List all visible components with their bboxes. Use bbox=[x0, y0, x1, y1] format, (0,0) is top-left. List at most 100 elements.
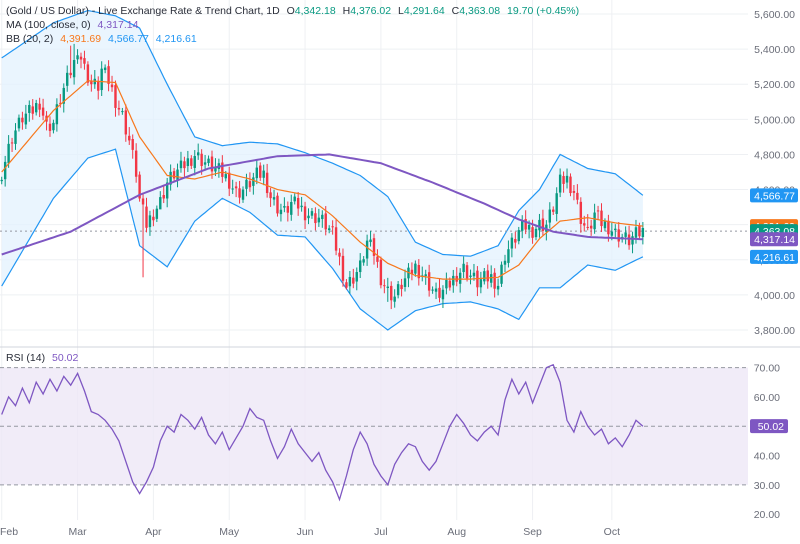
candle-body bbox=[300, 205, 303, 208]
candle-body bbox=[131, 139, 134, 150]
price-badge-label: 4,317.14 bbox=[754, 234, 795, 246]
price-tick-label: 5,400.00 bbox=[754, 44, 795, 56]
candle-body bbox=[203, 162, 207, 165]
rsi-tick-label: 20.00 bbox=[754, 509, 780, 521]
candle-body bbox=[359, 260, 362, 273]
candle-body bbox=[489, 274, 493, 283]
candle-body bbox=[486, 270, 489, 282]
main-legend: (Gold / US Dollar) - Live Exchange Rate … bbox=[6, 5, 583, 17]
price-badge-label: 4,216.61 bbox=[754, 252, 795, 264]
candle-body bbox=[276, 195, 279, 214]
candle-body bbox=[310, 211, 314, 216]
candle-body bbox=[503, 260, 507, 265]
candle-body bbox=[48, 123, 52, 131]
price-tick-label: 4,000.00 bbox=[754, 290, 795, 302]
candle-body bbox=[214, 166, 217, 172]
candle-body bbox=[179, 160, 183, 169]
candle-body bbox=[593, 212, 596, 230]
bb-upper-value: 4,566.77 bbox=[108, 33, 149, 45]
candle-body bbox=[52, 122, 55, 131]
candle-body bbox=[414, 263, 417, 274]
time-tick-label: Feb bbox=[0, 526, 18, 538]
candle-body bbox=[452, 275, 455, 286]
candle-body bbox=[586, 226, 589, 228]
candle-body bbox=[117, 107, 121, 110]
candle-body bbox=[365, 240, 369, 259]
candle-body bbox=[558, 174, 562, 193]
candle-body bbox=[307, 215, 310, 219]
candle-body bbox=[24, 113, 28, 125]
candle-body bbox=[631, 236, 634, 245]
candle-body bbox=[155, 208, 159, 219]
candle-body bbox=[176, 169, 179, 180]
candle-body bbox=[317, 217, 321, 223]
candle-body bbox=[86, 64, 90, 83]
time-tick-label: Apr bbox=[145, 526, 162, 538]
symbol-title[interactable]: (Gold / US Dollar) - Live Exchange Rate … bbox=[6, 5, 280, 17]
candle-body bbox=[196, 152, 200, 156]
candle-body bbox=[565, 175, 569, 183]
candle-body bbox=[596, 210, 600, 212]
candle-body bbox=[517, 230, 520, 242]
candle-body bbox=[362, 259, 365, 263]
candle-body bbox=[417, 265, 421, 279]
candle-body bbox=[641, 227, 645, 238]
price-tick-label: 3,800.00 bbox=[754, 325, 795, 337]
candle-body bbox=[290, 202, 293, 215]
candle-body bbox=[469, 275, 472, 277]
candle-body bbox=[527, 225, 531, 230]
rsi-tick-label: 40.00 bbox=[754, 451, 780, 463]
candle-body bbox=[472, 272, 476, 277]
candle-body bbox=[224, 174, 227, 179]
candle-body bbox=[66, 72, 69, 86]
candle-body bbox=[531, 227, 534, 238]
candle-body bbox=[228, 172, 231, 189]
bb-legend[interactable]: BB (20, 2) 4,391.69 4,566.77 4,216.61 bbox=[6, 33, 201, 45]
rsi-label: RSI (14) bbox=[6, 352, 46, 364]
candle-body bbox=[100, 68, 103, 91]
candle-body bbox=[152, 216, 155, 221]
candle-body bbox=[627, 234, 631, 246]
candle-body bbox=[424, 274, 427, 277]
candle-body bbox=[279, 209, 283, 215]
ma100-line bbox=[1, 153, 643, 256]
change-value: 19.70 (+0.45%) bbox=[507, 5, 580, 17]
candle-body bbox=[500, 264, 503, 284]
ma-legend[interactable]: MA (100, close, 0) 4,317.14 bbox=[6, 19, 142, 31]
candle-body bbox=[617, 229, 620, 242]
candle-body bbox=[514, 239, 517, 243]
candle-body bbox=[400, 284, 403, 290]
rsi-legend[interactable]: RSI (14) 50.02 bbox=[6, 352, 82, 364]
candle-body bbox=[259, 165, 262, 178]
candle-body bbox=[579, 201, 583, 224]
candle-body bbox=[338, 252, 341, 257]
candle-body bbox=[348, 276, 352, 287]
candle-body bbox=[600, 210, 603, 227]
candle-body bbox=[238, 188, 241, 198]
candle-body bbox=[165, 182, 169, 199]
candle-body bbox=[148, 215, 152, 228]
candle-body bbox=[327, 228, 331, 231]
candle-body bbox=[286, 206, 290, 213]
candle-body bbox=[538, 219, 541, 231]
candle-body bbox=[369, 239, 372, 243]
candle-body bbox=[159, 197, 162, 210]
time-tick-label: May bbox=[219, 526, 240, 538]
candle-body bbox=[283, 206, 286, 208]
candle-body bbox=[241, 189, 245, 200]
candle-body bbox=[303, 206, 307, 221]
candle-body bbox=[262, 170, 265, 178]
candle-body bbox=[479, 279, 483, 288]
time-tick-label: Oct bbox=[604, 526, 620, 538]
candle-body bbox=[255, 167, 259, 179]
candle-body bbox=[603, 221, 607, 229]
candle-body bbox=[72, 60, 76, 78]
candle-body bbox=[614, 228, 617, 231]
candle-body bbox=[103, 67, 107, 71]
candle-body bbox=[562, 176, 565, 184]
price-tick-label: 5,200.00 bbox=[754, 79, 795, 91]
candle-body bbox=[438, 287, 441, 298]
candle-body bbox=[445, 279, 448, 289]
candle-body bbox=[331, 226, 334, 228]
